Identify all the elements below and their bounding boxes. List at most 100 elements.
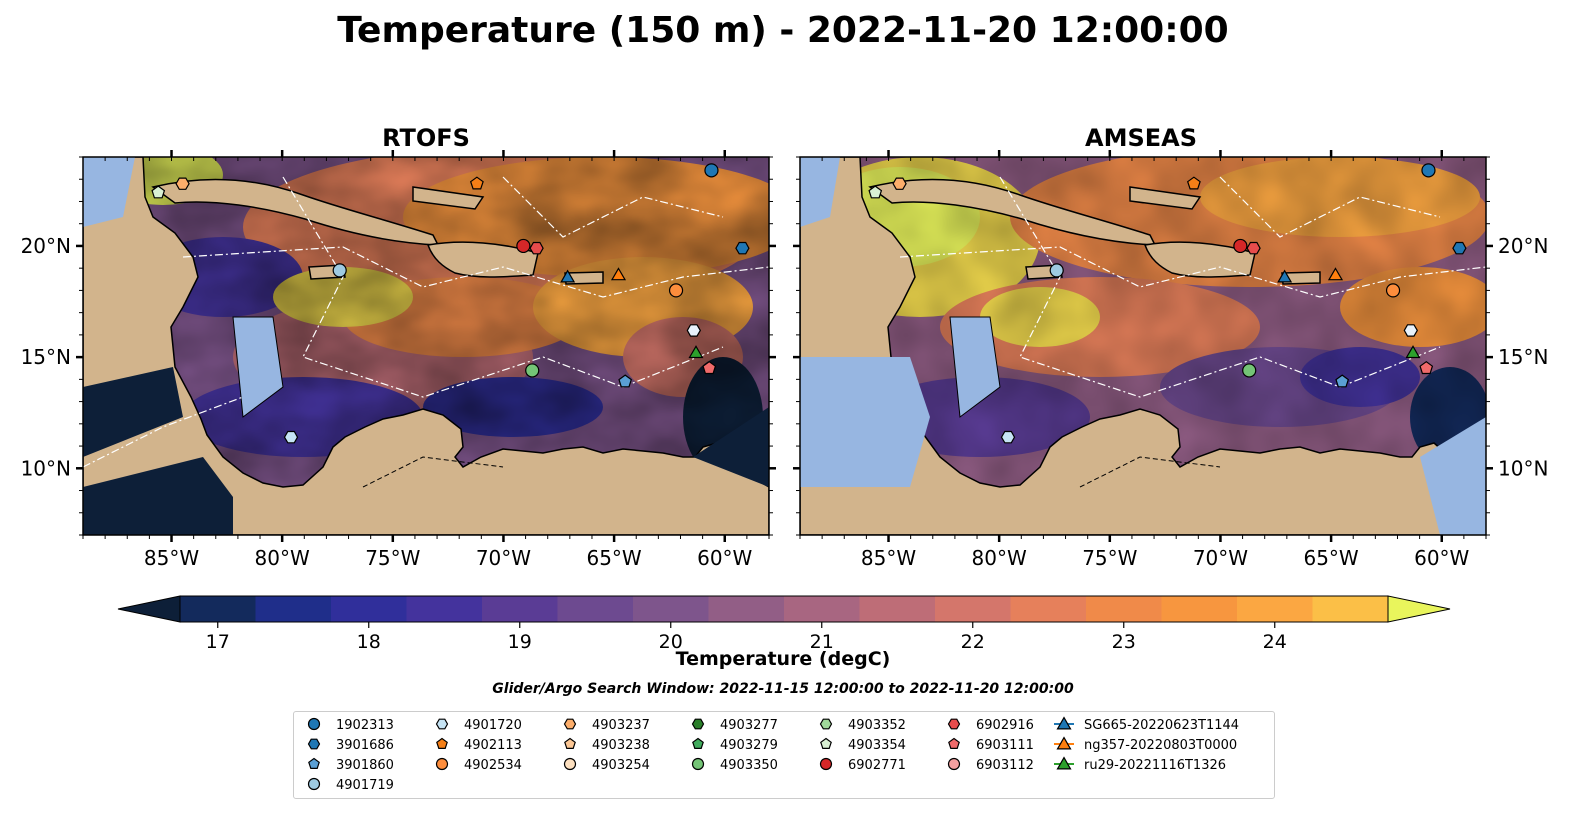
colorbar-extend-low [117,595,181,623]
legend-marker [691,757,705,771]
amseas-xtick-label: 70°W [1193,546,1248,570]
colorbar-segment [406,596,483,622]
legend-marker [948,737,960,750]
colorbar-tick-label: 21 [810,631,834,653]
colorbar-tick-label: 17 [206,631,230,653]
legend-label: 4903352 [848,718,906,733]
colorbar: 17 18 19 20 21 22 23 24 [117,595,1451,653]
amseas-xtick-label: 85°W [861,546,916,570]
colorbar-segment [784,596,860,622]
amseas-marker-6902771 [1233,238,1248,254]
legend: 1902313 3901686 3901860 4901719 4901720 49021… [293,711,1275,799]
legend-marker [1056,736,1072,750]
rtofs-marker-ng357-20220803T0000 [610,267,627,281]
amseas-marker-4902534 [1385,283,1401,298]
legend-label: 4903237 [592,718,650,733]
legend-label: 4901720 [464,718,522,733]
legend-label: ng357-20220803T0000 [1084,738,1237,753]
rtofs-axes: 85°W 80°W 75°W 70°W 65°W 60°W 10°N 15°N 20°N [21,150,776,570]
amseas-marker-3901686 [1452,241,1467,255]
legend-label: 4902113 [464,738,522,753]
colorbar-segment [482,596,558,622]
colorbar-tick-label: 19 [508,631,532,653]
amseas-xtick-label: 60°W [1414,546,1469,570]
legend-marker [307,777,321,791]
colorbar-segment [557,596,634,622]
colorbar-segment [1161,596,1238,622]
rtofs-marker-6903111 [702,360,717,375]
rtofs-xtick-label: 80°W [255,546,310,570]
amseas-map [800,157,1486,535]
legend-marker [564,737,576,750]
legend-marker [308,757,320,770]
colorbar-extend-high [1387,595,1451,623]
colorbar-outline [179,595,1389,623]
legend-label: 4903238 [592,738,650,753]
legend-label: 3901860 [336,758,394,773]
rtofs-marker-4903352 [686,324,701,337]
legend-marker [819,718,833,730]
colorbar-tick-label: 20 [659,631,683,653]
amseas-frame [799,156,1487,536]
legend-label: 6903111 [976,738,1034,753]
colorbar-tick-label: 18 [357,631,381,653]
rtofs-ytick-label: 15°N [21,345,71,369]
legend-label: SG665-20220623T1144 [1084,718,1239,733]
rtofs-marker-6902916 [529,241,544,255]
amseas-marker-3901860 [1335,374,1350,388]
rtofs-ytick-label: 20°N [21,234,71,258]
rtofs-marker-4903237 [175,177,190,190]
legend-label: 4903350 [720,758,778,773]
rtofs-xtick-label: 75°W [365,546,420,570]
rtofs-marker-1902313 [704,163,719,178]
rtofs-xtick-label: 85°W [144,546,199,570]
colorbar-segment [1086,596,1162,622]
rtofs-marker-4901720 [283,430,299,444]
amseas-marker-4903354 [868,185,883,199]
amseas-marker-4903350 [1242,363,1257,378]
legend-label: 4903354 [848,738,906,753]
legend-marker [435,718,449,730]
rtofs-marker-ru29-20221116T1326 [688,345,704,359]
rtofs-xtick-label: 65°W [586,546,641,570]
legend-label: 4903254 [592,758,650,773]
legend-marker [436,737,448,750]
amseas-markers [868,163,1467,444]
legend-marker [820,737,832,750]
legend-marker [947,757,961,771]
amseas-marker-4901720 [1000,430,1016,444]
legend-marker [819,757,833,771]
colorbar-segment [633,596,709,622]
rtofs-xtick-label: 70°W [476,546,531,570]
rtofs-marker-3901860 [618,374,633,388]
rtofs-markers [151,163,750,444]
legend-label: 6902771 [848,758,906,773]
legend-label: 4903277 [720,718,778,733]
legend-marker [1056,756,1072,770]
search-window-text: Glider/Argo Search Window: 2022-11-15 12… [492,681,1074,697]
colorbar-tick-label: 24 [1263,631,1287,653]
amseas-panel-title: AMSEAS [1085,124,1197,152]
amseas-marker-4902113 [1186,176,1201,190]
colorbar-segment [1010,596,1087,622]
colorbar-segment [935,596,1011,622]
rtofs-marker-SG665-20220623T1144 [560,269,576,283]
rtofs-marker-4903350 [525,363,540,378]
amseas-marker-SG665-20220623T1144 [1277,269,1293,283]
legend-marker [691,718,705,730]
amseas-ytick-label: 10°N [1498,456,1548,480]
amseas-xtick-label: 65°W [1303,546,1358,570]
legend-label: 1902313 [336,718,394,733]
rtofs-panel-title: RTOFS [382,124,470,152]
colorbar-segment [859,596,936,622]
amseas-ytick-label: 15°N [1498,345,1548,369]
colorbar-tick-label: 23 [1112,631,1136,653]
amseas-marker-6903111 [1419,360,1434,375]
rtofs-panel: RTOFS [21,124,776,570]
legend-marker [563,757,577,771]
legend-label: 3901686 [336,738,394,753]
rtofs-marker-6902771 [516,238,531,254]
amseas-ytick-label: 20°N [1498,234,1548,258]
legend-marker [947,718,961,730]
